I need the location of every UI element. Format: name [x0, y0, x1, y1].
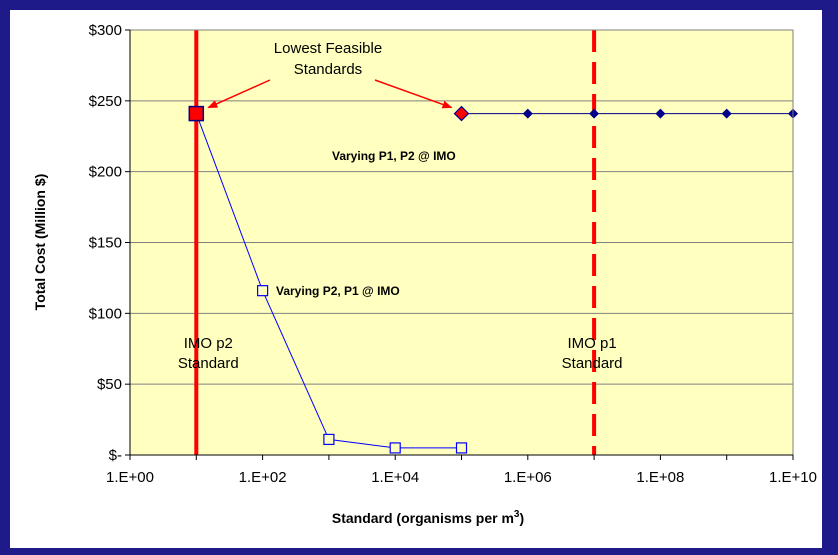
imo-p1-standard-label: Standard	[562, 355, 623, 372]
annotations: Lowest Feasible Standards Varying P1, P2 @…	[178, 40, 623, 372]
data-point-square	[257, 285, 269, 297]
x-tick-label: 1.E+06	[504, 469, 552, 486]
data-point-diamond	[655, 108, 666, 119]
y-tick-label: $300	[89, 22, 122, 39]
x-tick-label: 1.E+00	[106, 469, 154, 486]
axes	[125, 29, 794, 460]
lowest-feasible-label-line2: Standards	[294, 61, 362, 78]
varying-p2-label: Varying P2, P1 @ IMO	[276, 284, 400, 298]
imo-p1-standard-label: IMO p1	[568, 335, 617, 352]
x-axis-title-tail: )	[519, 510, 524, 526]
data-point-square	[323, 433, 335, 446]
y-axis-title: Total Cost (Million $)	[32, 174, 48, 311]
x-axis-title-sup: 3	[514, 509, 520, 520]
lowest-feasible-label-line1: Lowest Feasible	[274, 40, 382, 57]
x-tick-label: 1.E+10	[769, 469, 817, 486]
x-axis-title: Standard (organisms per m3)	[332, 509, 524, 526]
x-tick-label: 1.E+02	[239, 469, 287, 486]
y-tick-label: $-	[109, 447, 122, 464]
data-point-diamond	[721, 108, 732, 119]
data-markers	[188, 105, 798, 454]
reference-lines	[194, 30, 597, 455]
y-tick-label: $200	[89, 164, 122, 181]
y-tick-label: $150	[89, 235, 122, 252]
imo-p2-standard-label: Standard	[178, 355, 239, 372]
x-tick-label: 1.E+04	[371, 469, 419, 486]
highlight-point-square	[188, 105, 205, 122]
y-tick-labels: $- $50 $100 $150 $200 $250 $300	[89, 22, 122, 464]
imo-p2-standard-label: IMO p2	[184, 335, 233, 352]
arrow-to-p1-point	[374, 79, 453, 109]
data-point-diamond	[522, 108, 533, 119]
arrow-to-p2-point	[207, 79, 271, 109]
y-tick-label: $100	[89, 305, 122, 322]
y-tick-label: $250	[89, 93, 122, 110]
data-point-square	[455, 442, 468, 454]
data-point-square	[389, 442, 401, 454]
x-tick-labels: 1.E+00 1.E+02 1.E+04 1.E+06 1.E+08 1.E+10	[106, 469, 817, 486]
x-axis-title-main: Standard (organisms per m	[332, 510, 514, 526]
data-point-diamond	[589, 108, 600, 119]
y-tick-label: $50	[97, 376, 122, 393]
varying-p1-label: Varying P1, P2 @ IMO	[332, 149, 456, 163]
highlight-point-diamond	[453, 105, 470, 122]
x-tick-label: 1.E+08	[636, 469, 684, 486]
